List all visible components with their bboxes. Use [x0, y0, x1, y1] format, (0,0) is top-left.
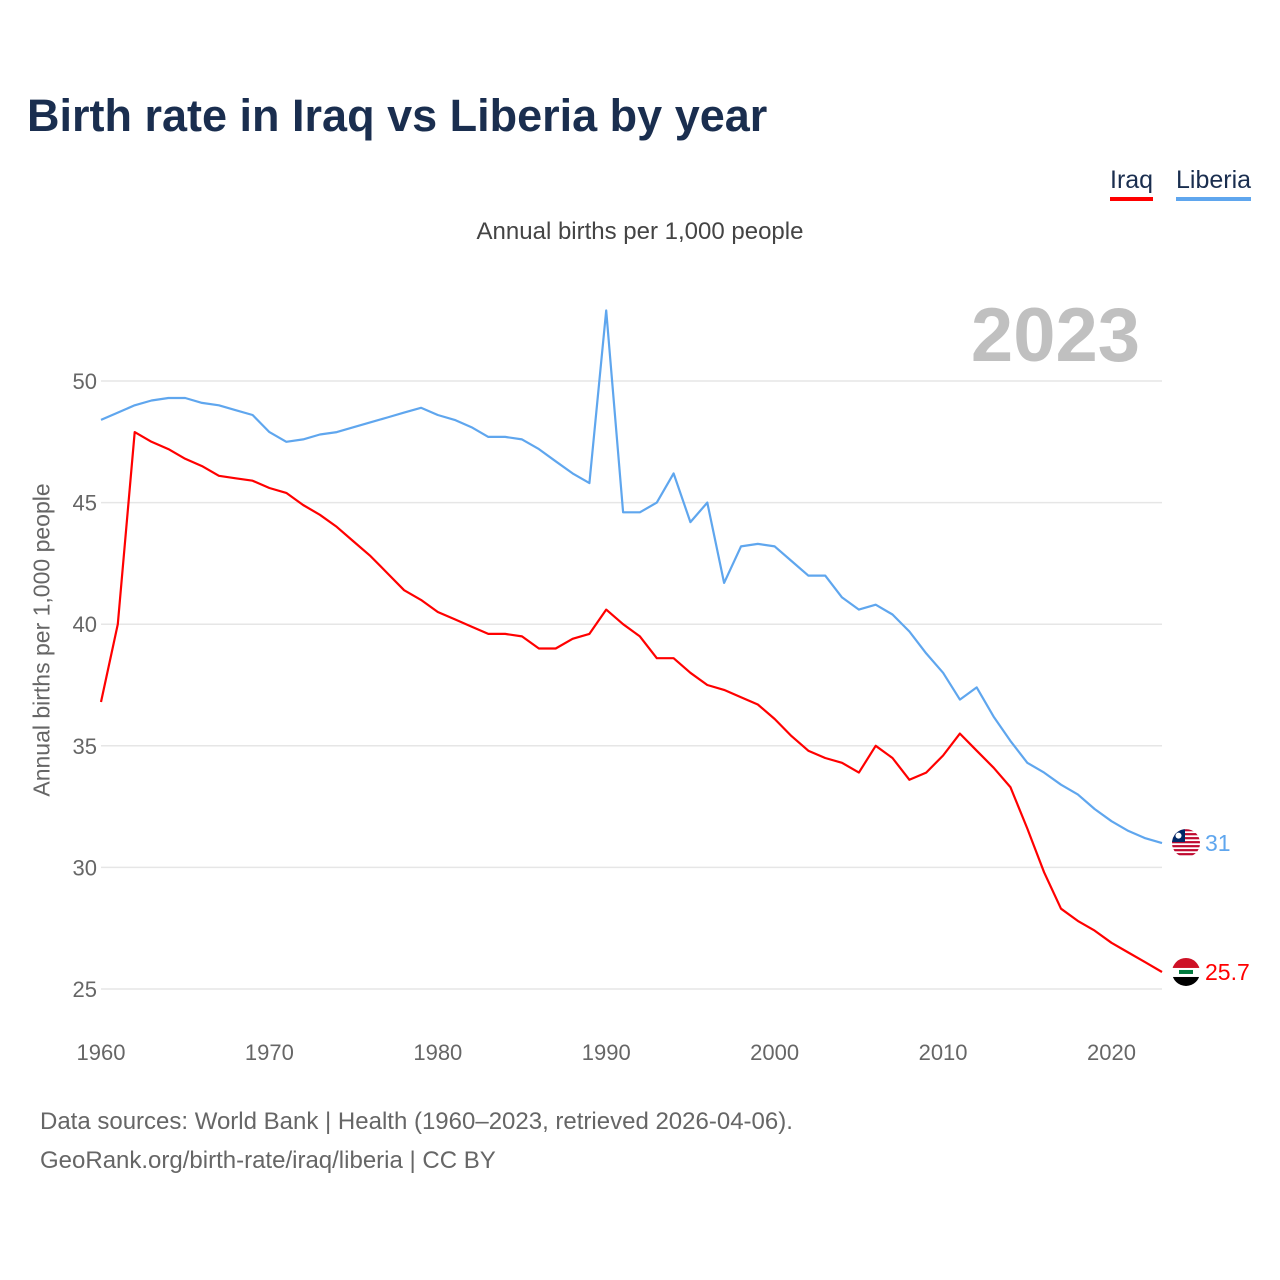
series-line-iraq	[99, 431, 1163, 973]
flag-icon-iraq	[1172, 957, 1200, 986]
end-value-label-iraq: 25.7	[1205, 959, 1250, 985]
y-tick-label: 25	[73, 977, 97, 1002]
x-tick-label: 1990	[582, 1040, 631, 1065]
x-tick-label: 1980	[413, 1040, 462, 1065]
legend-liberia[interactable]: Liberia	[1176, 166, 1252, 201]
x-tick-label: 2020	[1087, 1040, 1136, 1065]
x-tick-label: 1970	[245, 1040, 294, 1065]
y-tick-label: 50	[73, 369, 97, 394]
chart-title: Birth rate in Iraq vs Liberia by year	[27, 90, 768, 141]
credit-link[interactable]: GeoRank.org/birth-rate/iraq/liberia | CC…	[40, 1147, 496, 1174]
x-tick-label: 2010	[919, 1040, 968, 1065]
y-tick-label: 45	[73, 491, 97, 516]
legend-iraq[interactable]: Iraq	[1110, 166, 1154, 201]
flag-icon-liberia	[1172, 829, 1200, 856]
chart-subtitle: Annual births per 1,000 people	[476, 218, 804, 245]
end-value-label-liberia: 31	[1205, 830, 1231, 856]
year-label: 2023	[970, 293, 1140, 378]
data-source: Data sources: World Bank | Health (1960–…	[40, 1108, 793, 1135]
y-tick-label: 40	[73, 612, 97, 637]
x-tick-label: 2000	[750, 1040, 799, 1065]
x-tick-label: 1960	[77, 1040, 126, 1065]
y-tick-label: 35	[73, 734, 97, 759]
y-tick-label: 30	[73, 855, 97, 880]
series-line-liberia	[100, 309, 1163, 845]
